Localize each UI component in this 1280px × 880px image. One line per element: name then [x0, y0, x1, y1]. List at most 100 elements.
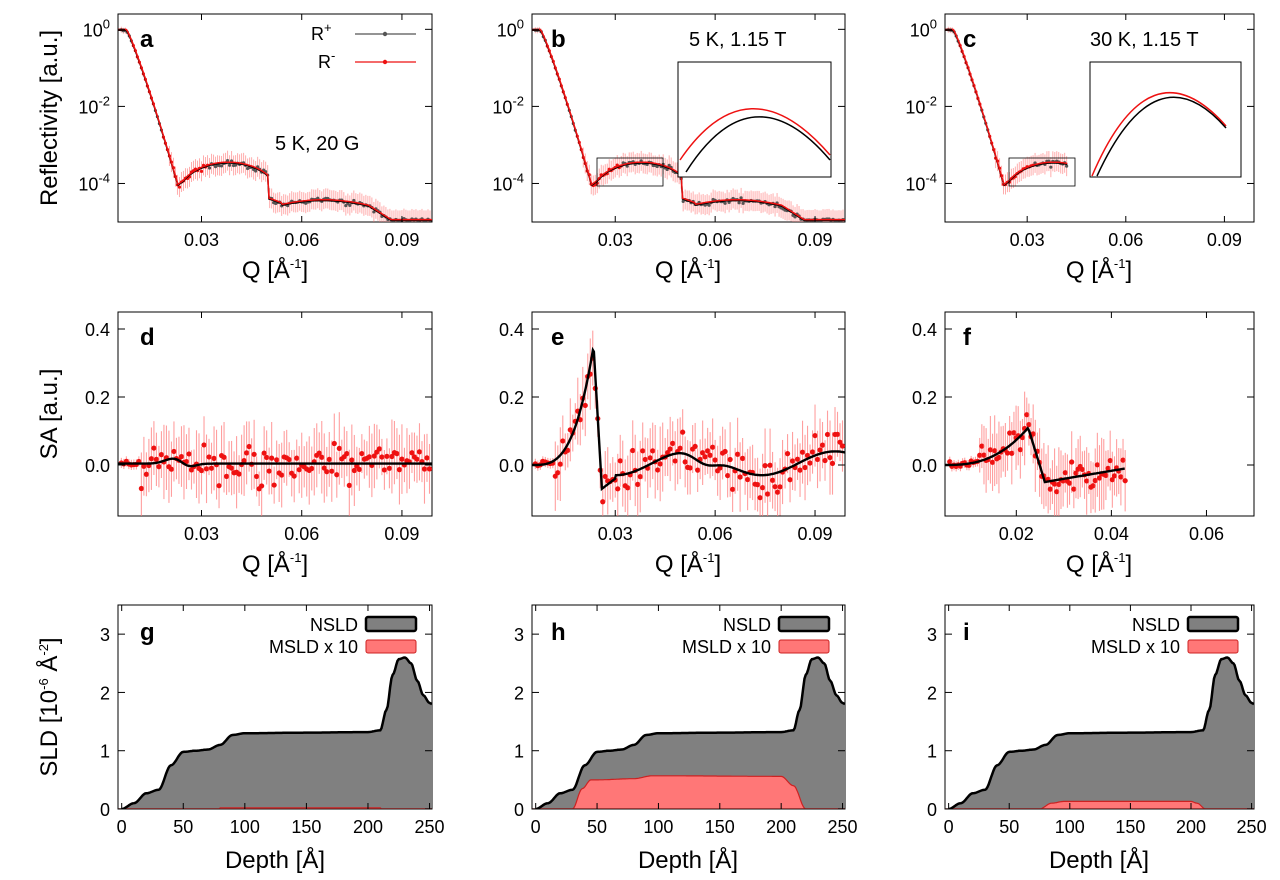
data-point: [381, 467, 387, 473]
data-point: [637, 474, 643, 480]
data-point: [1069, 459, 1075, 465]
q-axis-sup: -1: [703, 550, 715, 565]
data-point: [827, 454, 833, 461]
data-point: [386, 465, 393, 471]
data-point: [183, 458, 190, 465]
data-point: [834, 431, 841, 437]
q-axis-end: ]: [1125, 551, 1132, 578]
data-point: [254, 473, 260, 480]
data-point: [657, 461, 663, 467]
data-point: [331, 440, 337, 447]
data-point: [1030, 431, 1036, 437]
data-point: [640, 448, 646, 454]
data-point: [759, 485, 766, 491]
x-tick-label: 0.09: [798, 524, 833, 544]
data-point: [236, 471, 242, 477]
data-point: [389, 453, 395, 460]
data-point: [372, 210, 376, 214]
x-tick-label: 0: [117, 817, 127, 837]
data-point: [207, 166, 212, 170]
data-point: [352, 198, 356, 203]
data-point: [334, 472, 340, 478]
data-point: [366, 454, 372, 460]
legend-nsld-text: NSLD: [723, 615, 771, 635]
data-point: [1120, 457, 1126, 463]
data-point: [707, 452, 713, 458]
q-axis-label: Q [Å-1]: [242, 256, 308, 284]
data-point: [1054, 489, 1060, 495]
y-tick-label: 0.0: [499, 456, 524, 476]
y-tick-base: 10: [83, 20, 103, 40]
data-point: [177, 185, 182, 189]
data-point: [655, 467, 661, 473]
y-tick-base: 10: [78, 174, 98, 194]
x-axis-labels: Q [Å-1] Q [Å-1] Q [Å-1]Q [Å-1] Q [Å-1] Q [Å-…: [225, 256, 1149, 874]
x-tick-label: 0.09: [798, 230, 833, 250]
data-point: [1111, 473, 1118, 479]
y-tick-label: 0: [927, 800, 937, 820]
data-point: [1109, 477, 1115, 483]
data-point: [981, 452, 987, 458]
data-point: [727, 200, 731, 204]
q-axis-end: ]: [714, 257, 721, 284]
data-point: [203, 466, 210, 472]
data-point: [680, 429, 686, 435]
inset-c-r-minus: [1091, 91, 1227, 177]
y-tick-base: 10: [492, 174, 512, 194]
y-tick-label: 0.4: [499, 320, 524, 340]
inset-b-r-minus: [679, 108, 831, 161]
data-point: [582, 402, 588, 409]
panel-a-annotation: 5 K, 20 G: [275, 133, 360, 155]
data-point: [1056, 481, 1062, 487]
plot-area: [532, 656, 845, 809]
data-point: [723, 201, 727, 205]
data-point: [346, 482, 352, 488]
panel-e-frame: [531, 311, 846, 517]
panel-d-frame: [117, 311, 433, 517]
q-axis-sup: -1: [703, 256, 715, 271]
data-point: [804, 452, 811, 459]
msld-line: [535, 775, 845, 809]
data-point: [158, 451, 165, 458]
data-point: [426, 466, 432, 472]
q-axis-sup: -1: [290, 256, 302, 271]
data-point: [1092, 477, 1098, 484]
data-point: [254, 169, 258, 173]
y-tick-base: 10: [492, 97, 512, 117]
y-tick-label: 10-2: [78, 93, 110, 117]
data-point: [279, 472, 285, 478]
data-point: [228, 465, 235, 471]
panel-b-zoom-box: [596, 157, 664, 187]
data-point: [171, 448, 177, 455]
x-tick-label: 0.02: [999, 524, 1034, 544]
y-tick-label: 2: [927, 683, 937, 703]
data-point: [269, 455, 275, 461]
data-point: [244, 450, 250, 456]
panel-b-inset: [677, 61, 832, 178]
data-point: [246, 443, 252, 450]
plot-area: [118, 26, 432, 222]
nsld-line: [121, 656, 432, 809]
data-point: [707, 203, 711, 207]
panel-b-frame: [531, 13, 846, 223]
data-point: [665, 450, 671, 456]
data-point: [642, 456, 648, 463]
data-point: [650, 448, 656, 454]
data-point: [371, 453, 377, 459]
y-tick-label: 0: [100, 800, 110, 820]
y-tick-exp: -2: [512, 93, 524, 108]
q-axis-text: Q [Å: [242, 256, 290, 284]
data-point: [329, 468, 335, 474]
legend-msld-swatch: [365, 639, 417, 654]
data-point: [296, 467, 302, 473]
x-tick-label: 150: [1115, 817, 1145, 837]
panel-a-label: a: [140, 26, 154, 53]
panel-c-zoom-box: [1008, 157, 1076, 187]
q-axis-sup: -1: [1114, 550, 1126, 565]
sa-axis-label: SA [a.u.]: [36, 369, 63, 460]
